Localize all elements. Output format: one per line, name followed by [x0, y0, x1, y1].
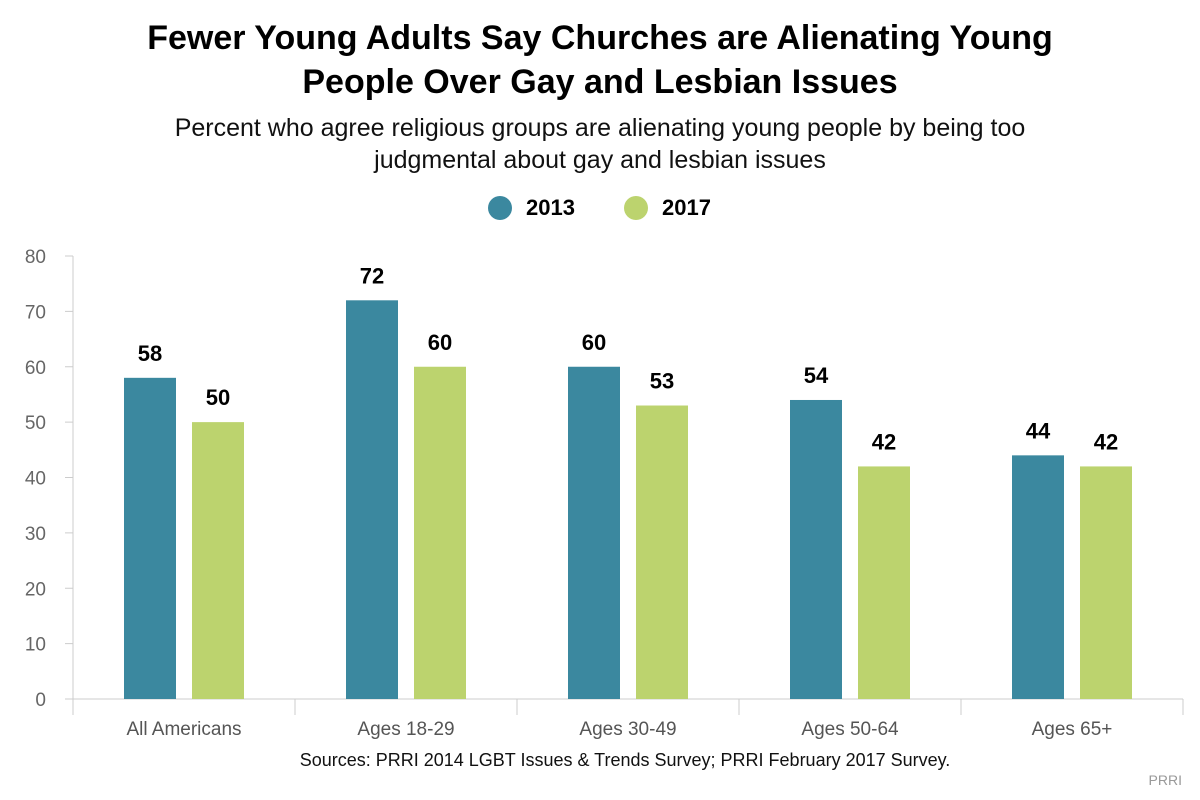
y-tick-label: 80 — [25, 247, 46, 268]
legend-item-2013: 2013 — [488, 192, 575, 224]
y-tick-label: 0 — [35, 690, 46, 711]
x-tick-label: Ages 65+ — [1032, 719, 1113, 740]
bar-2017-ages-50-64 — [858, 466, 910, 699]
data-label: 72 — [360, 263, 384, 288]
data-label: 58 — [138, 341, 162, 366]
credit-label: PRRI — [1148, 772, 1182, 788]
bar-2017-ages-18-29 — [414, 366, 466, 699]
source-note: Sources: PRRI 2014 LGBT Issues & Trends … — [299, 750, 951, 770]
x-tick-label: Ages 18-29 — [357, 719, 454, 740]
data-label: 60 — [428, 330, 452, 355]
bar-2013-all-americans — [124, 377, 176, 699]
bar-2017-ages-65- — [1080, 466, 1132, 699]
bar-2017-ages-30-49 — [636, 405, 688, 699]
x-tick-label: All Americans — [126, 719, 241, 740]
y-tick-label: 40 — [25, 469, 46, 490]
chart-subtitle-line-2: judgmental about gay and lesbian issues — [374, 146, 826, 174]
y-tick-label: 60 — [25, 358, 46, 379]
chart-title-line-2: People Over Gay and Lesbian Issues — [302, 63, 898, 101]
bar-2017-all-americans — [192, 422, 244, 699]
chart-legend: 2013 2017 — [0, 192, 1200, 224]
data-label: 60 — [582, 330, 606, 355]
bar-2013-ages-30-49 — [568, 366, 620, 699]
bar-2013-ages-18-29 — [346, 300, 398, 699]
bar-2013-ages-65- — [1012, 455, 1064, 699]
chart-title-line-1: Fewer Young Adults Say Churches are Alie… — [147, 19, 1053, 57]
data-label: 54 — [804, 363, 829, 388]
y-tick-label: 10 — [25, 635, 46, 656]
y-tick-label: 20 — [25, 579, 46, 600]
data-label: 44 — [1026, 418, 1051, 443]
legend-swatch-2017 — [624, 196, 648, 220]
legend-label-2017: 2017 — [662, 195, 711, 220]
chart-title: Fewer Young Adults Say Churches are Alie… — [0, 16, 1200, 104]
x-tick-label: Ages 30-49 — [579, 719, 676, 740]
y-tick-label: 50 — [25, 413, 46, 434]
y-tick-label: 30 — [25, 524, 46, 545]
data-label: 50 — [206, 385, 230, 410]
y-tick-label: 70 — [25, 302, 46, 323]
chart-subtitle: Percent who agree religious groups are a… — [0, 112, 1200, 176]
chart-subtitle-line-1: Percent who agree religious groups are a… — [174, 114, 1026, 142]
x-tick-label: Ages 50-64 — [801, 719, 899, 740]
data-label: 53 — [650, 369, 674, 394]
legend-swatch-2013 — [488, 196, 512, 220]
bar-2013-ages-50-64 — [790, 399, 842, 699]
legend-label-2013: 2013 — [526, 195, 575, 220]
data-label: 42 — [1094, 429, 1118, 454]
data-label: 42 — [872, 429, 896, 454]
legend-item-2017: 2017 — [624, 192, 711, 224]
